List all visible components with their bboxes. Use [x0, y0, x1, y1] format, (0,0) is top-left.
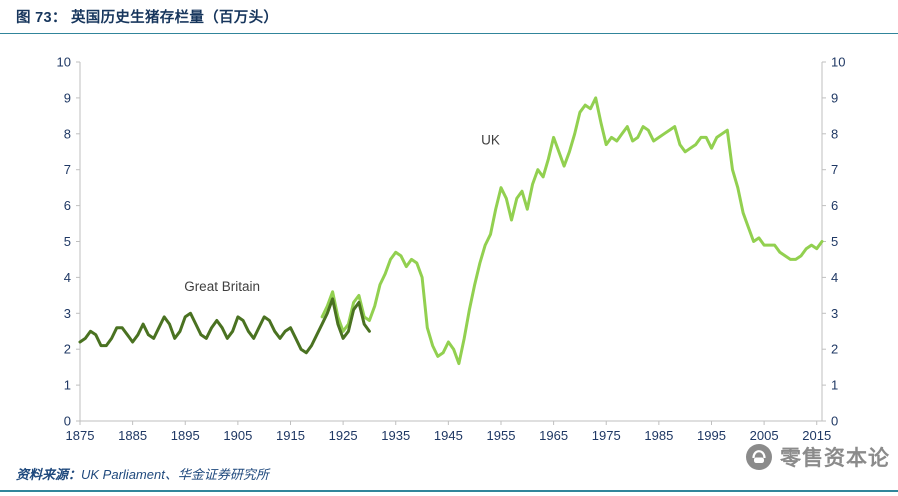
watermark: 零售资本论 — [744, 440, 890, 474]
x-axis-label: 1975 — [592, 428, 621, 442]
source-label: 资料来源： — [16, 467, 82, 482]
bottom-border-line — [0, 490, 898, 492]
y-axis-label-right: 9 — [831, 90, 838, 105]
y-axis-label-right: 8 — [831, 126, 838, 141]
x-axis-label: 1915 — [276, 428, 305, 442]
y-axis-label-right: 0 — [831, 414, 838, 429]
x-axis-label: 1935 — [381, 428, 410, 442]
x-axis-label: 1895 — [171, 428, 200, 442]
y-axis-label-right: 2 — [831, 342, 838, 357]
y-axis-label-left: 6 — [64, 198, 71, 213]
y-axis-label-left: 9 — [64, 90, 71, 105]
y-axis-label-right: 4 — [831, 270, 838, 285]
y-axis-label-right: 6 — [831, 198, 838, 213]
x-axis-label: 1925 — [329, 428, 358, 442]
watermark-logo-icon — [744, 442, 774, 472]
x-axis-label: 1885 — [118, 428, 147, 442]
figure-title: 图 73： 英国历史生猪存栏量（百万头） — [16, 9, 279, 26]
y-axis-label-right: 10 — [831, 55, 845, 70]
y-axis-label-left: 10 — [57, 55, 71, 70]
y-axis-label-left: 8 — [64, 126, 71, 141]
x-axis-label: 1905 — [223, 428, 252, 442]
series-annotation-great-britain: Great Britain — [184, 279, 260, 294]
x-axis-label: 1955 — [487, 428, 516, 442]
y-axis-label-left: 5 — [64, 234, 71, 249]
x-axis-label: 1985 — [644, 428, 673, 442]
x-axis-label: 1875 — [66, 428, 95, 442]
x-axis-label: 2005 — [750, 428, 779, 442]
header-divider-line — [0, 33, 898, 34]
figure-header: 图 73： 英国历史生猪存栏量（百万头） — [0, 0, 898, 32]
x-axis-label: 2015 — [802, 428, 831, 442]
y-axis-label-left: 3 — [64, 306, 71, 321]
x-axis-label: 1965 — [539, 428, 568, 442]
y-axis-label-right: 3 — [831, 306, 838, 321]
y-axis-label-right: 1 — [831, 378, 838, 393]
y-axis-label-left: 2 — [64, 342, 71, 357]
y-axis-label-left: 7 — [64, 162, 71, 177]
y-axis-label-left: 0 — [64, 414, 71, 429]
series-annotation-uk: UK — [481, 133, 500, 148]
y-axis-label-left: 4 — [64, 270, 71, 285]
series-line-uk — [320, 96, 824, 366]
watermark-text: 零售资本论 — [780, 447, 890, 470]
figure-footer: 资料来源： UK Parliament、华金证券研究所 — [16, 464, 269, 484]
x-axis-label: 1945 — [434, 428, 463, 442]
x-axis-label: 1995 — [697, 428, 726, 442]
y-axis-label-right: 5 — [831, 234, 838, 249]
chart-canvas: 0 0 1 1 2 2 3 3 4 4 5 5 6 6 7 7 8 8 9 9 10 10 1875 1885 1895 1905… — [57, 55, 846, 443]
y-axis-label-left: 1 — [64, 378, 71, 393]
pig-stock-line-chart: 0 0 1 1 2 2 3 3 4 4 5 5 6 6 7 7 8 8 9 9 10 10 1875 1885 1895 1905… — [0, 40, 898, 443]
y-axis-label-right: 7 — [831, 162, 838, 177]
source-text: UK Parliament、华金证券研究所 — [81, 467, 269, 482]
series-line-great-britain — [78, 297, 371, 355]
